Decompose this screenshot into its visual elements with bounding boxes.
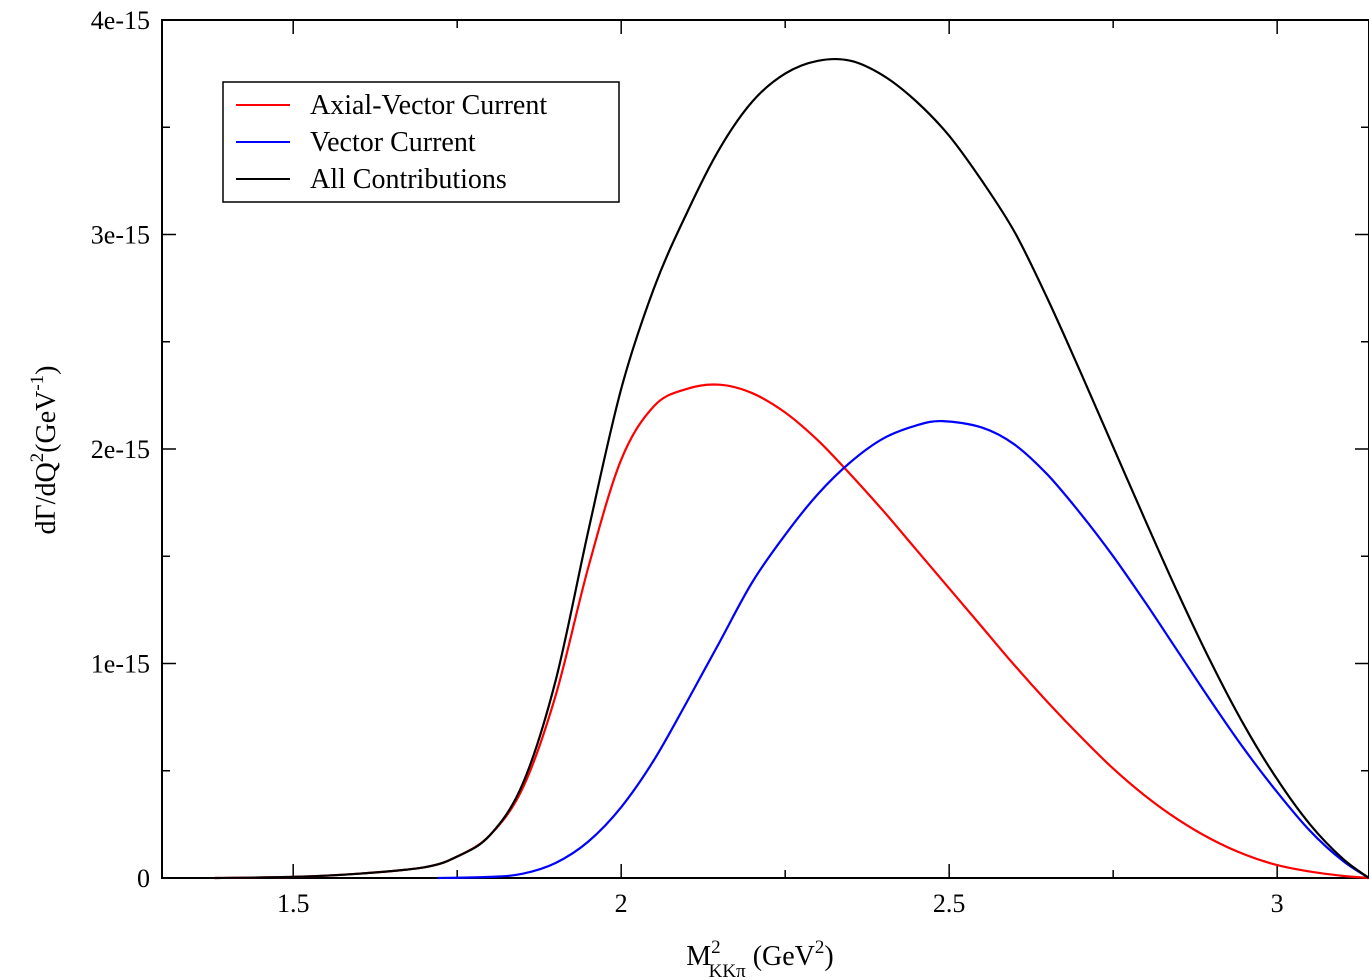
x-tick-label: 2.5 — [933, 889, 966, 918]
y-tick-label: 3e-15 — [91, 221, 150, 250]
y-tick-label: 2e-15 — [91, 435, 150, 464]
series-line-vector — [437, 419, 1369, 880]
x-tick-label: 1.5 — [277, 889, 310, 918]
x-axis-title: M2 KKπ (GeV2) — [686, 937, 833, 980]
x-tick-label: 2 — [615, 889, 628, 918]
legend-label-vector: Vector Current — [310, 127, 476, 158]
series-line-all-contributions — [214, 57, 1369, 880]
y-tick-label: 1e-15 — [91, 650, 150, 679]
y-tick-label: 0 — [137, 864, 150, 893]
x-axis-ticks: 1.5 2 2.5 3 — [277, 20, 1284, 918]
y-axis-title: dΓ/dQ2(GeV-1) — [27, 365, 62, 534]
x-tick-label: 3 — [1271, 889, 1284, 918]
legend-label-all: All Contributions — [310, 164, 507, 195]
series-lines — [214, 57, 1369, 880]
legend: Axial-Vector Current Vector Current All … — [222, 81, 620, 203]
y-tick-label: 4e-15 — [91, 6, 150, 35]
y-axis-ticks: 0 1e-15 2e-15 3e-15 4e-15 — [91, 6, 1369, 893]
legend-label-axial-vector: Axial-Vector Current — [310, 90, 547, 121]
